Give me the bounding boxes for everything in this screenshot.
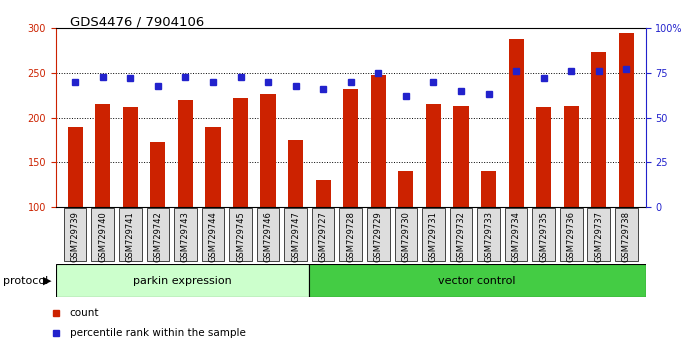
- Text: GSM729743: GSM729743: [181, 211, 190, 262]
- FancyBboxPatch shape: [450, 208, 473, 261]
- FancyBboxPatch shape: [533, 208, 555, 261]
- FancyBboxPatch shape: [560, 208, 583, 261]
- FancyBboxPatch shape: [119, 208, 142, 261]
- FancyBboxPatch shape: [147, 208, 169, 261]
- Text: GSM729735: GSM729735: [539, 211, 548, 262]
- FancyBboxPatch shape: [56, 264, 309, 297]
- FancyBboxPatch shape: [64, 208, 87, 261]
- Text: GSM729727: GSM729727: [319, 211, 327, 262]
- Bar: [68, 127, 82, 207]
- Bar: [619, 33, 634, 207]
- Text: protocol: protocol: [3, 275, 49, 286]
- Bar: [536, 107, 551, 207]
- Text: GSM729738: GSM729738: [622, 211, 631, 262]
- Text: GSM729747: GSM729747: [291, 211, 300, 262]
- Bar: [315, 180, 331, 207]
- Text: GSM729736: GSM729736: [567, 211, 576, 262]
- Text: GSM729734: GSM729734: [512, 211, 521, 262]
- Bar: [95, 104, 110, 207]
- Text: GSM729740: GSM729740: [98, 211, 107, 262]
- Text: parkin expression: parkin expression: [133, 275, 232, 286]
- Text: GSM729731: GSM729731: [429, 211, 438, 262]
- Bar: [205, 127, 221, 207]
- FancyBboxPatch shape: [339, 208, 362, 261]
- Bar: [178, 100, 193, 207]
- FancyBboxPatch shape: [615, 208, 638, 261]
- Bar: [481, 171, 496, 207]
- FancyBboxPatch shape: [588, 208, 610, 261]
- Text: ▶: ▶: [43, 275, 52, 286]
- Text: GSM729730: GSM729730: [401, 211, 410, 262]
- Bar: [591, 52, 607, 207]
- FancyBboxPatch shape: [202, 208, 224, 261]
- FancyBboxPatch shape: [309, 264, 646, 297]
- Bar: [399, 171, 413, 207]
- FancyBboxPatch shape: [257, 208, 279, 261]
- Bar: [123, 107, 138, 207]
- Bar: [454, 106, 468, 207]
- Bar: [150, 142, 165, 207]
- Text: GSM729746: GSM729746: [264, 211, 272, 262]
- Text: GSM729729: GSM729729: [374, 211, 383, 262]
- Bar: [426, 104, 441, 207]
- FancyBboxPatch shape: [229, 208, 252, 261]
- Text: GSM729739: GSM729739: [70, 211, 80, 262]
- Text: GSM729741: GSM729741: [126, 211, 135, 262]
- Text: GSM729744: GSM729744: [209, 211, 218, 262]
- Bar: [288, 140, 303, 207]
- FancyBboxPatch shape: [505, 208, 528, 261]
- FancyBboxPatch shape: [367, 208, 389, 261]
- FancyBboxPatch shape: [422, 208, 445, 261]
- Bar: [564, 106, 579, 207]
- Text: GDS4476 / 7904106: GDS4476 / 7904106: [70, 16, 204, 29]
- Bar: [509, 39, 524, 207]
- Text: vector control: vector control: [438, 275, 516, 286]
- FancyBboxPatch shape: [312, 208, 334, 261]
- Text: count: count: [70, 308, 99, 318]
- Bar: [233, 98, 248, 207]
- FancyBboxPatch shape: [394, 208, 417, 261]
- Text: percentile rank within the sample: percentile rank within the sample: [70, 328, 246, 338]
- FancyBboxPatch shape: [174, 208, 197, 261]
- Text: GSM729732: GSM729732: [456, 211, 466, 262]
- Text: GSM729733: GSM729733: [484, 211, 493, 262]
- Text: GSM729728: GSM729728: [346, 211, 355, 262]
- Bar: [343, 89, 358, 207]
- Text: GSM729745: GSM729745: [236, 211, 245, 262]
- Bar: [371, 75, 386, 207]
- Bar: [260, 95, 276, 207]
- FancyBboxPatch shape: [284, 208, 307, 261]
- Text: GSM729737: GSM729737: [594, 211, 603, 262]
- FancyBboxPatch shape: [91, 208, 114, 261]
- FancyBboxPatch shape: [477, 208, 500, 261]
- Text: GSM729742: GSM729742: [154, 211, 163, 262]
